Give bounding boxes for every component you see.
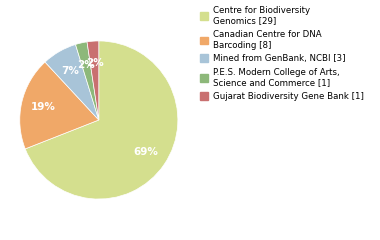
Text: 19%: 19% [31, 102, 56, 112]
Wedge shape [20, 62, 99, 149]
Wedge shape [25, 41, 178, 199]
Wedge shape [87, 41, 99, 120]
Text: 2%: 2% [86, 58, 103, 68]
Text: 69%: 69% [133, 147, 158, 157]
Wedge shape [76, 42, 99, 120]
Text: 2%: 2% [77, 60, 95, 70]
Legend: Centre for Biodiversity
Genomics [29], Canadian Centre for DNA
Barcoding [8], Mi: Centre for Biodiversity Genomics [29], C… [198, 4, 365, 103]
Text: 7%: 7% [62, 66, 79, 76]
Wedge shape [45, 44, 99, 120]
